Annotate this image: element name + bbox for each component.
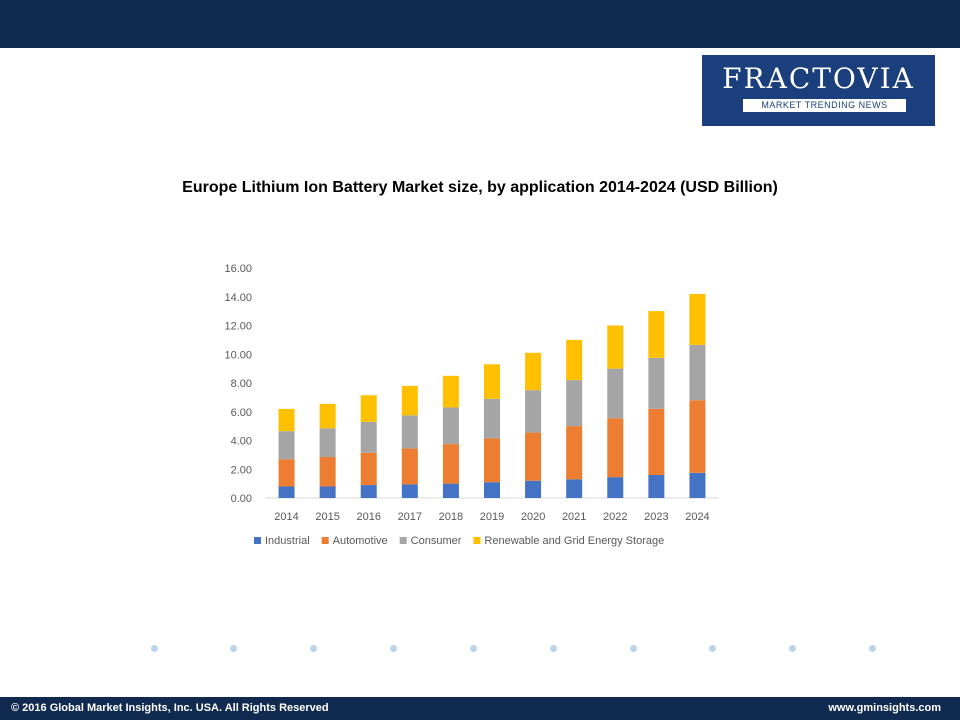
legend-label-1: Automotive xyxy=(333,535,388,547)
x-tick-label-2023: 2023 xyxy=(644,511,668,523)
bar-2019-industrial xyxy=(484,482,500,498)
bar-2024-consumer xyxy=(689,344,706,401)
logo-tagline: MARKET TRENDING NEWS xyxy=(743,99,906,112)
dot-8 xyxy=(709,645,716,652)
legend-swatch-2 xyxy=(399,537,407,544)
x-tick-label-2024: 2024 xyxy=(685,511,709,523)
x-tick-label-2015: 2015 xyxy=(315,511,339,523)
bar-2017-industrial xyxy=(401,484,418,498)
y-tick-label-7: 14.00 xyxy=(224,292,252,304)
y-tick-label-0: 0.00 xyxy=(231,493,252,505)
bar-2018-automotive xyxy=(442,444,459,484)
bar-2014-automotive xyxy=(278,459,295,487)
y-tick-label-2: 4.00 xyxy=(231,436,252,448)
bar-2023-consumer xyxy=(648,357,665,409)
bar-2014-consumer xyxy=(278,431,295,460)
bar-2015-consumer xyxy=(319,428,336,458)
logo-wordmark: FRACTOVIA xyxy=(722,62,915,95)
y-tick-label-4: 8.00 xyxy=(231,378,252,390)
bar-2017-consumer xyxy=(401,415,418,449)
bar-2018-consumer xyxy=(442,407,459,445)
bar-2015-automotive xyxy=(319,457,336,487)
chart-title: Europe Lithium Ion Battery Market size, … xyxy=(182,179,778,196)
bar-2022-consumer xyxy=(607,368,624,419)
dot-3 xyxy=(310,645,317,652)
x-tick-label-2020: 2020 xyxy=(521,511,545,523)
bar-2021-industrial xyxy=(566,479,583,498)
bar-2024-renewable-and-grid-energy-storage xyxy=(689,293,706,345)
bar-2015-renewable-and-grid-energy-storage xyxy=(319,403,336,429)
y-tick-label-8: 16.00 xyxy=(224,263,252,275)
x-tick-label-2022: 2022 xyxy=(603,511,627,523)
bar-2022-renewable-and-grid-energy-storage xyxy=(607,325,624,369)
bar-2017-renewable-and-grid-energy-storage xyxy=(401,385,418,416)
x-tick-label-2014: 2014 xyxy=(274,511,298,523)
legend-label-0: Industrial xyxy=(265,535,310,547)
bar-2016-automotive xyxy=(360,452,377,486)
y-tick-label-1: 2.00 xyxy=(231,464,252,476)
fractovia-logo[interactable]: FRACTOVIA MARKET TRENDING NEWS xyxy=(702,55,935,126)
bar-2020-automotive xyxy=(525,432,542,481)
bar-2023-renewable-and-grid-energy-storage xyxy=(648,311,665,358)
legend-swatch-1 xyxy=(321,537,329,544)
bar-2016-industrial xyxy=(360,485,377,498)
bar-2020-consumer xyxy=(525,390,542,433)
y-tick-label-3: 6.00 xyxy=(231,407,252,419)
x-tick-label-2017: 2017 xyxy=(398,511,422,523)
dot-9 xyxy=(789,645,796,652)
y-tick-label-6: 12.00 xyxy=(224,321,252,333)
legend-swatch-3 xyxy=(473,537,481,544)
bar-2017-automotive xyxy=(401,448,418,485)
y-tick-label-5: 10.00 xyxy=(224,349,252,361)
bar-2019-consumer xyxy=(484,398,500,439)
bar-2021-automotive xyxy=(566,426,583,480)
dot-2 xyxy=(230,645,237,652)
bar-2019-renewable-and-grid-energy-storage xyxy=(484,364,500,399)
bar-2023-automotive xyxy=(648,408,665,475)
bar-2019-automotive xyxy=(484,438,500,483)
bar-2018-renewable-and-grid-energy-storage xyxy=(442,375,459,408)
bar-2023-industrial xyxy=(648,475,665,498)
top-header-bar xyxy=(0,0,960,48)
legend-label-2: Consumer xyxy=(411,535,462,547)
x-tick-label-2018: 2018 xyxy=(439,511,463,523)
dot-1 xyxy=(151,645,158,652)
bar-2021-renewable-and-grid-energy-storage xyxy=(566,339,583,381)
copyright-text: © 2016 Global Market Insights, Inc. USA.… xyxy=(11,702,329,714)
bar-2015-industrial xyxy=(319,486,336,498)
website-link[interactable]: www.gminsights.com xyxy=(828,702,941,714)
x-tick-label-2019: 2019 xyxy=(480,511,504,523)
bar-2016-consumer xyxy=(360,421,377,453)
x-tick-label-2016: 2016 xyxy=(356,511,380,523)
stacked-bar-chart: 0.00 2.00 4.00 6.00 8.00 10.00 12.00 14.00 16.00… xyxy=(224,263,718,547)
dot-10 xyxy=(869,645,876,652)
footer-bar: © 2016 Global Market Insights, Inc. USA.… xyxy=(0,697,960,720)
bar-2022-industrial xyxy=(607,477,624,498)
bar-2022-automotive xyxy=(607,418,624,478)
bar-2016-renewable-and-grid-energy-storage xyxy=(360,395,377,422)
dot-4 xyxy=(390,645,397,652)
pagination-dots xyxy=(0,645,960,655)
bar-2024-industrial xyxy=(689,472,706,498)
bar-2018-industrial xyxy=(442,483,459,498)
bar-2014-industrial xyxy=(278,486,295,498)
bar-2020-renewable-and-grid-energy-storage xyxy=(525,352,542,391)
x-tick-label-2021: 2021 xyxy=(562,511,586,523)
dot-6 xyxy=(550,645,557,652)
bar-2014-renewable-and-grid-energy-storage xyxy=(278,408,295,432)
legend-label-3: Renewable and Grid Energy Storage xyxy=(484,535,664,547)
bar-2021-consumer xyxy=(566,380,583,427)
bar-2024-automotive xyxy=(689,400,706,473)
dot-5 xyxy=(470,645,477,652)
bar-2020-industrial xyxy=(525,480,542,498)
legend-swatch-0 xyxy=(254,537,261,544)
dot-7 xyxy=(630,645,637,652)
